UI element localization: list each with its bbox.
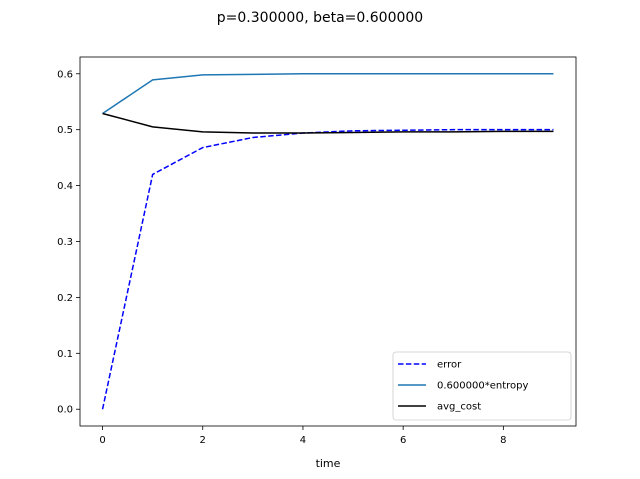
series-line-1 xyxy=(102,73,554,115)
legend: error 0.600000*entropy avg_cost xyxy=(392,351,572,421)
y-tick-label: 0.0 xyxy=(57,405,73,416)
legend-label: avg_cost xyxy=(437,402,481,413)
x-tick-label: 8 xyxy=(500,435,506,446)
legend-box xyxy=(392,351,572,421)
y-tick-label: 0.6 xyxy=(57,69,73,80)
y-tick-label: 0.4 xyxy=(57,181,73,192)
x-tick-label: 0 xyxy=(99,435,105,446)
x-tick-label: 4 xyxy=(300,435,306,446)
series-line-2 xyxy=(102,112,554,134)
series-line-0 xyxy=(101,128,554,410)
legend-label: error xyxy=(437,360,462,371)
y-tick-label: 0.3 xyxy=(57,237,73,248)
chart-title: p=0.300000, beta=0.600000 xyxy=(217,10,423,26)
series-lines xyxy=(101,73,554,410)
x-tick-label: 6 xyxy=(400,435,406,446)
x-tick-label: 2 xyxy=(200,435,206,446)
x-axis-label: time xyxy=(316,457,341,470)
x-axis-ticks: 0 2 4 6 8 xyxy=(99,426,507,446)
y-tick-label: 0.2 xyxy=(57,293,73,304)
legend-label: 0.600000*entropy xyxy=(437,381,528,392)
y-tick-label: 0.1 xyxy=(57,349,73,360)
y-tick-label: 0.5 xyxy=(57,125,73,136)
y-axis-ticks: 0.0 0.1 0.2 0.3 0.4 0.5 0.6 xyxy=(57,69,80,416)
